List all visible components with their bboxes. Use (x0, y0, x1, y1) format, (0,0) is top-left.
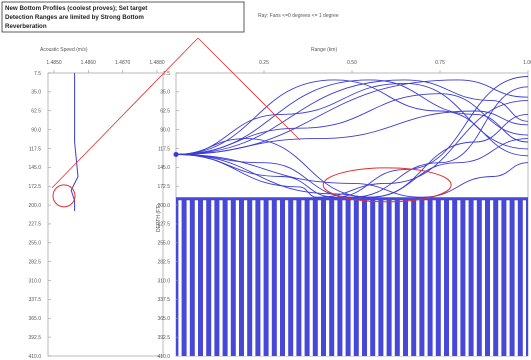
ray-y-tick-label: 172.5 (157, 184, 170, 190)
ssp-y-tick-label: 117.5 (29, 146, 41, 152)
ssp-y-tick-label: 35.0 (31, 90, 41, 96)
ssp-x-tick-label: 1.4860 (81, 60, 97, 66)
ray-fan-label: Ray: Fans <=0 degrees <= 1 degree (258, 13, 339, 19)
ray-path (175, 79, 529, 155)
ray-ylabel: DEPTH (FT) (156, 204, 162, 232)
ssp-y-tick-label: 7.5 (34, 71, 41, 77)
ray-path (175, 86, 529, 198)
ssp-y-tick-label: 255.0 (28, 241, 41, 247)
ray-y-tick-label: 7.5 (163, 71, 170, 77)
title-box (1, 1, 245, 33)
ray-path (175, 93, 529, 155)
ray-path (175, 79, 529, 155)
ssp-y-tick-label: 410.0 (28, 354, 41, 360)
ray-y-tick-label: 410.0 (157, 354, 170, 360)
ray-xlabel: Range (km) (311, 47, 337, 53)
ssp-x-tick-label: 1.4870 (115, 60, 131, 66)
ray-y-tick-label: 227.5 (157, 222, 170, 228)
ray-y-tick-label: 365.0 (157, 316, 170, 322)
ray-y-tick-label: 310.0 (157, 278, 170, 284)
ssp-plot-area (47, 72, 164, 357)
ray-y-tick-label: 117.5 (158, 146, 170, 152)
ssp-y-tick-label: 227.5 (28, 222, 41, 228)
title-line-3: Reverberation (5, 23, 47, 30)
title-line-2: Detection Ranges are limited by Strong B… (5, 14, 144, 21)
ray-y-tick-label: 255.0 (157, 241, 170, 247)
ssp-y-tick-label: 365.0 (28, 316, 41, 322)
ray-annotation-ellipse (322, 167, 452, 203)
ray-y-tick-label: 282.5 (157, 259, 170, 265)
callout-line-right (197, 37, 301, 141)
ray-y-tick-label: 35.0 (160, 90, 170, 96)
ssp-panel: 1.4850 1.4860 1.4870 1.4880 7.5 35.0 62.5 90.0… (28, 60, 164, 360)
ray-y-tick-label: 200.0 (157, 203, 170, 209)
ssp-y-tick-label: 62.5 (31, 109, 41, 115)
ssp-xlabel: Acoustic Speed (m/s) (40, 47, 88, 53)
ssp-y-tick-label: 200.0 (28, 203, 41, 209)
ray-path (175, 113, 529, 198)
callout-line-left (51, 37, 199, 189)
ssp-y-tick-label: 90.0 (31, 127, 41, 133)
ssp-y-tick-label: 172.5 (28, 184, 41, 190)
ssp-y-tick-label: 392.5 (28, 335, 41, 341)
ray-x-tick-label: 0.75 (435, 60, 445, 66)
ssp-annotation-circle (52, 184, 76, 208)
ray-path (175, 153, 529, 198)
ray-y-tick-label: 337.5 (157, 297, 170, 303)
ray-x-tick-label: 0.50 (347, 60, 357, 66)
ray-path (175, 138, 529, 198)
ray-y-tick-label: 392.5 (157, 335, 170, 341)
title-line-1: New Bottom Profiles (coolest proves); Se… (5, 5, 147, 12)
ray-y-tick-label: 90.0 (160, 127, 170, 133)
ray-x-tick-label: 1.00 (523, 60, 531, 66)
ray-x-tick-label: 0.25 (259, 60, 269, 66)
ssp-y-tick-label: 310.0 (28, 278, 41, 284)
ray-path (175, 79, 529, 155)
ssp-line (70, 73, 79, 211)
ssp-y-tick-label: 337.5 (28, 297, 41, 303)
ssp-x-tick-label: 1.4880 (149, 60, 165, 66)
ssp-y-tick-label: 282.5 (28, 259, 41, 265)
source-marker (173, 151, 179, 157)
ssp-y-tick-label: 145.0 (28, 165, 41, 171)
ray-y-tick-label: 62.5 (160, 109, 170, 115)
ray-path (175, 76, 529, 198)
ray-panel: 0.25 0.50 0.75 1.00 7.5 35.0 62.5 90.0 117.5 145… (157, 60, 531, 360)
ssp-x-tick-label: 1.4850 (46, 60, 62, 66)
ray-path (175, 110, 529, 155)
ray-y-tick-label: 145.0 (157, 165, 170, 171)
ray-path (175, 100, 529, 198)
ray-path (175, 82, 529, 155)
